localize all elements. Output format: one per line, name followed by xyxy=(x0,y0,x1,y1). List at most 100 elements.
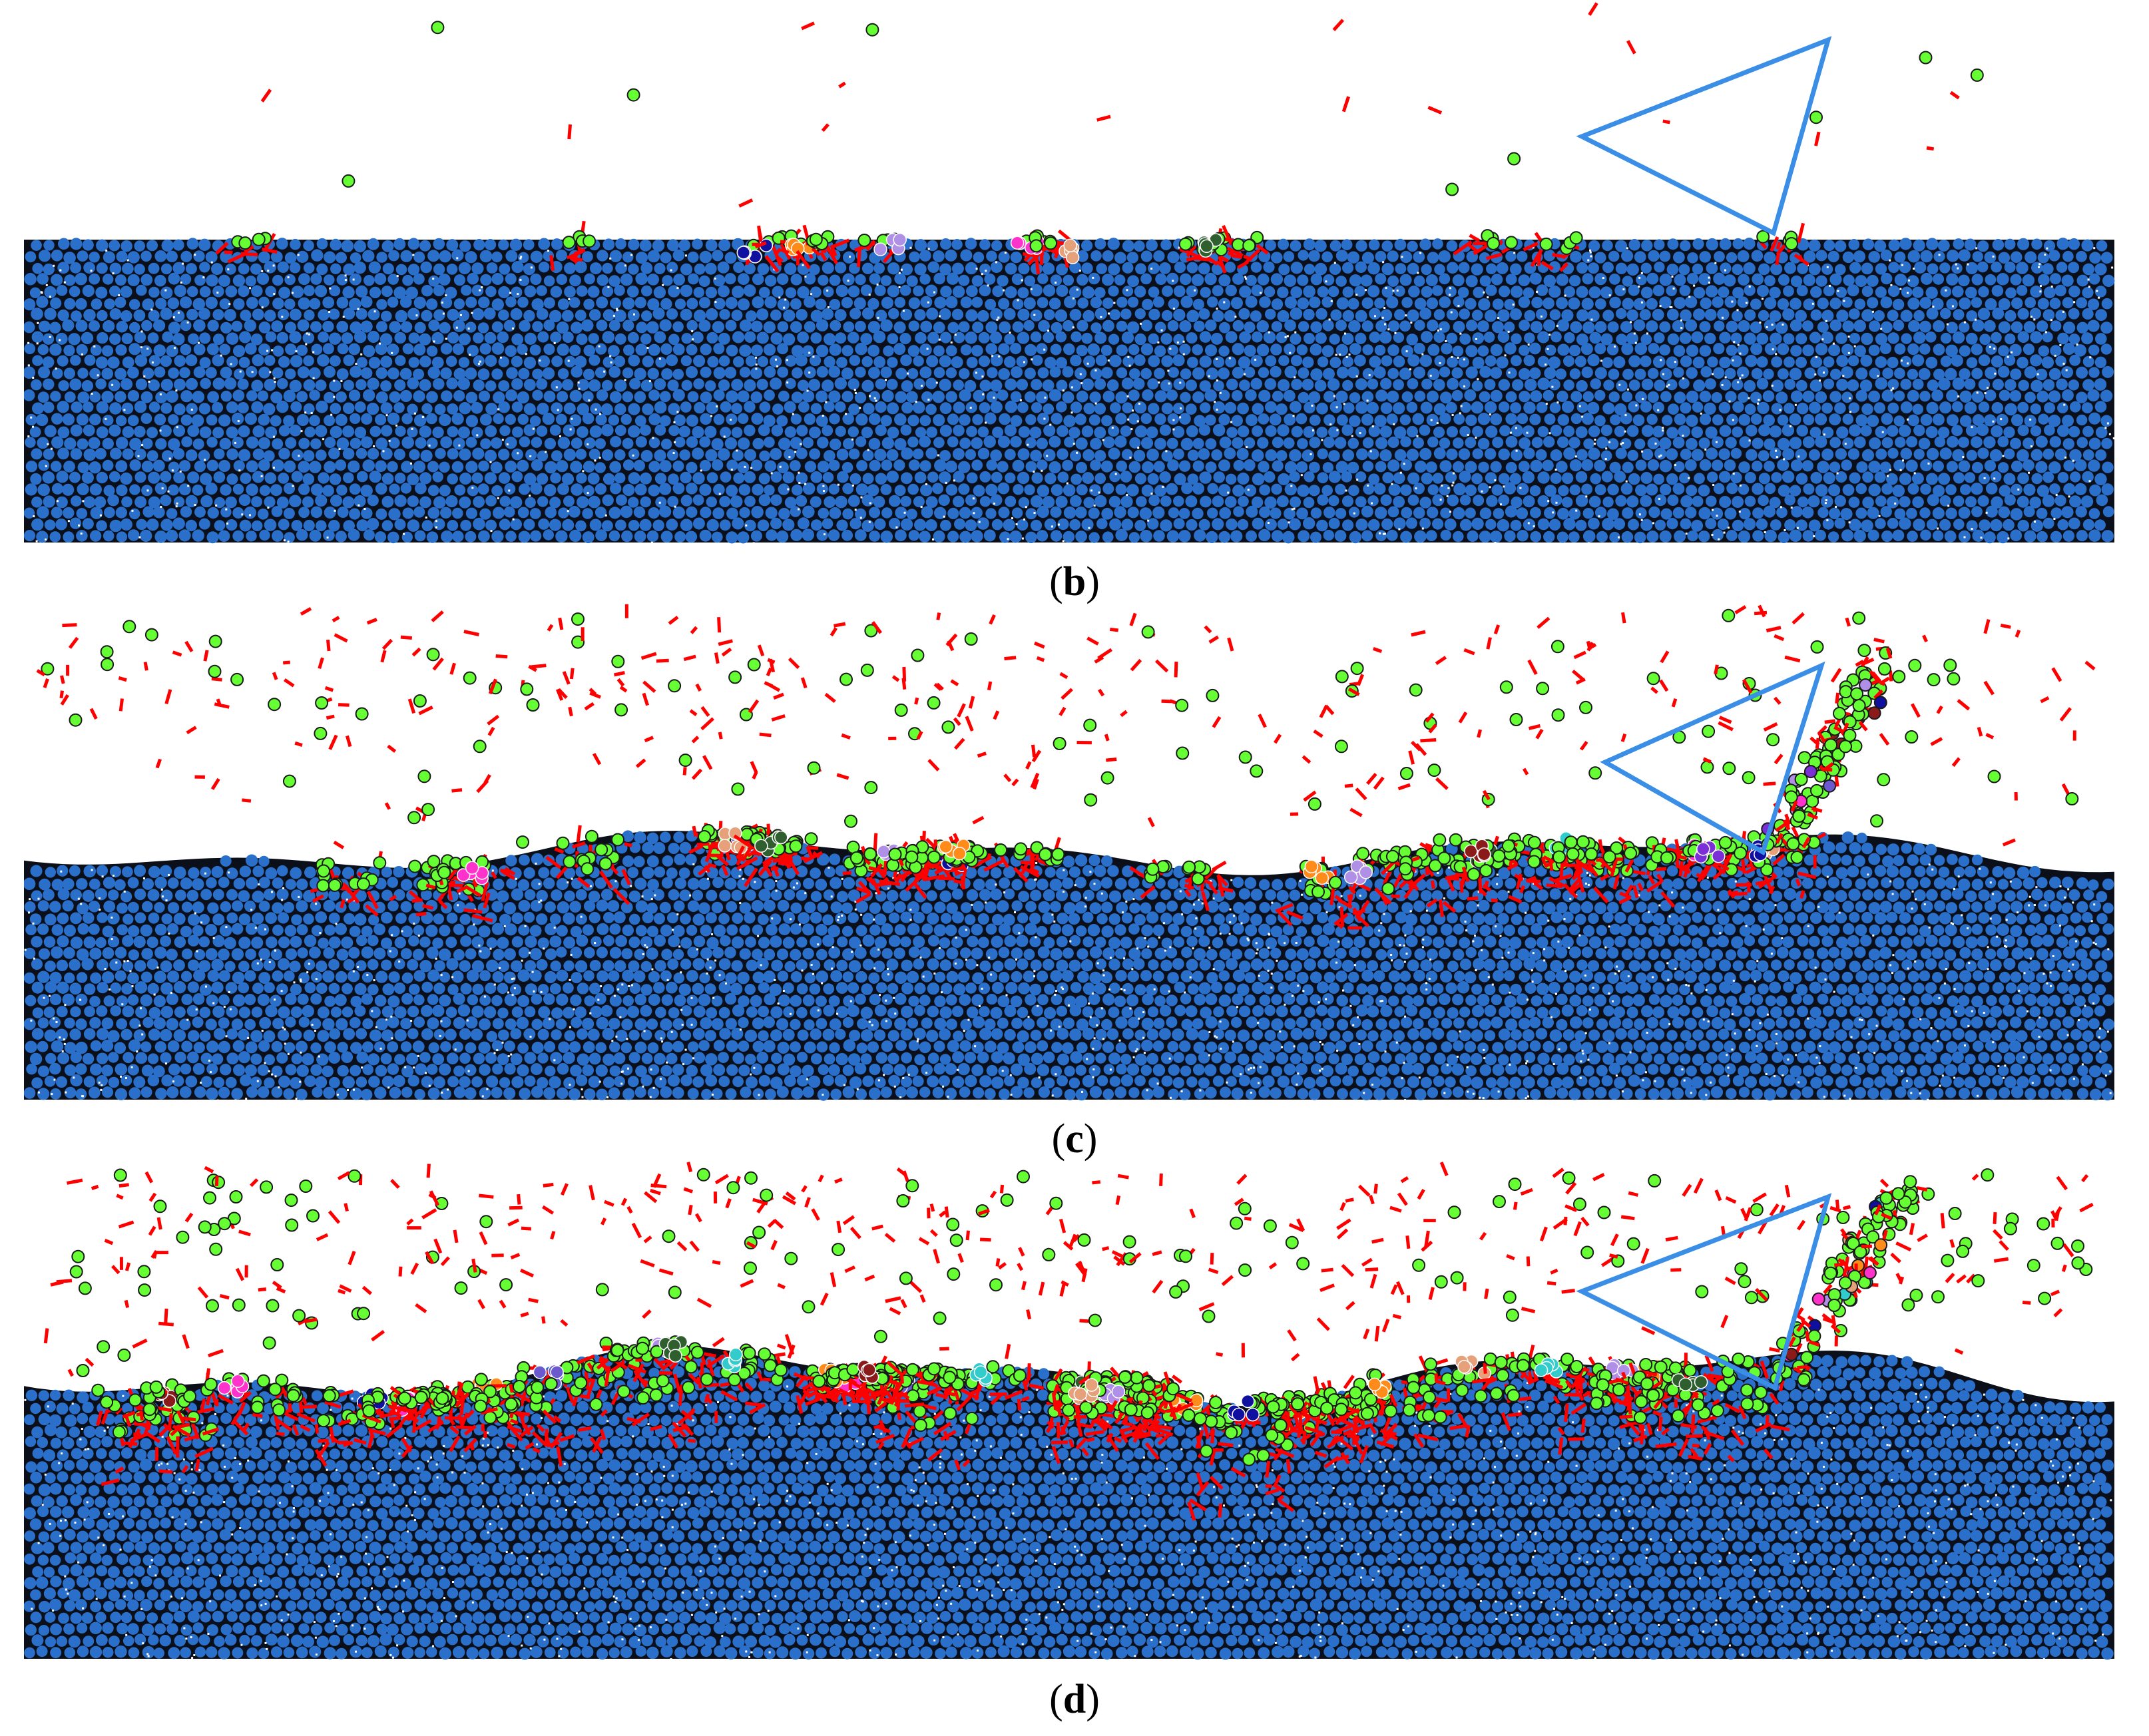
particle xyxy=(678,425,690,437)
particle xyxy=(1356,448,1368,461)
particle xyxy=(1160,379,1172,392)
particle xyxy=(920,484,933,497)
particle xyxy=(939,308,951,320)
particle xyxy=(1399,414,1411,425)
particle xyxy=(2088,529,2101,542)
particle xyxy=(218,530,230,542)
particle xyxy=(921,506,933,519)
particle xyxy=(1912,403,1923,415)
void xyxy=(1682,434,1684,437)
particle xyxy=(1478,298,1491,311)
void xyxy=(1843,300,1845,302)
particle xyxy=(1764,275,1776,287)
particle xyxy=(1867,507,1879,519)
particle xyxy=(1881,321,1893,333)
particle xyxy=(1933,485,1945,497)
particle xyxy=(1259,296,1271,308)
particle xyxy=(342,496,355,509)
particle xyxy=(1713,367,1725,379)
void xyxy=(1111,427,1114,429)
particle xyxy=(1257,274,1270,286)
particle xyxy=(1706,238,1718,251)
particle xyxy=(557,322,569,334)
void xyxy=(281,316,284,318)
particle xyxy=(44,519,56,531)
particle xyxy=(1030,309,1043,322)
particle xyxy=(1458,356,1469,368)
particle xyxy=(1537,471,1550,484)
particle xyxy=(2076,366,2088,379)
particle xyxy=(1355,401,1368,414)
particle xyxy=(843,321,855,333)
particle xyxy=(1738,274,1750,286)
particle xyxy=(2049,298,2061,310)
particle xyxy=(705,239,718,252)
particle xyxy=(1439,366,1451,377)
particle xyxy=(1335,390,1348,403)
particle xyxy=(881,437,895,449)
void xyxy=(234,441,236,444)
particle xyxy=(2063,483,2076,496)
particle xyxy=(491,368,503,380)
void xyxy=(36,342,39,345)
void xyxy=(812,355,815,358)
void xyxy=(360,353,363,355)
particle xyxy=(362,250,375,262)
particle xyxy=(1750,298,1762,310)
particle xyxy=(894,438,907,451)
particle xyxy=(1167,413,1180,425)
void xyxy=(1823,371,1825,374)
particle xyxy=(1556,319,1570,331)
particle xyxy=(1544,367,1556,379)
void xyxy=(633,313,635,316)
particle xyxy=(1025,437,1037,449)
particle xyxy=(692,517,705,530)
particle xyxy=(2010,368,2022,380)
particle xyxy=(1005,286,1017,299)
particle xyxy=(757,519,770,532)
particle xyxy=(1829,413,1841,426)
particle xyxy=(1265,401,1277,413)
void xyxy=(1439,499,1442,501)
particle xyxy=(733,262,745,274)
particle xyxy=(627,331,639,343)
particle xyxy=(640,333,652,345)
particle xyxy=(1316,427,1328,438)
particle xyxy=(854,391,867,404)
particle xyxy=(1380,309,1393,322)
particle xyxy=(1465,345,1478,357)
particle xyxy=(1140,273,1152,285)
particle xyxy=(1847,355,1859,367)
particle xyxy=(997,275,1009,287)
void xyxy=(2050,286,2053,288)
particle xyxy=(1284,507,1296,520)
particle xyxy=(1342,310,1355,322)
void xyxy=(326,537,329,539)
void xyxy=(1216,379,1218,382)
particle xyxy=(1537,426,1549,437)
particle xyxy=(1327,286,1339,298)
void xyxy=(1234,316,1237,318)
particle xyxy=(2074,459,2087,471)
particle xyxy=(1626,332,1638,345)
particle xyxy=(322,485,334,497)
particle xyxy=(724,367,737,379)
particle xyxy=(1192,298,1204,310)
particle xyxy=(1659,296,1672,309)
particle xyxy=(841,367,853,380)
particle xyxy=(804,461,817,473)
particle xyxy=(849,355,861,366)
particle xyxy=(1679,332,1692,344)
particle xyxy=(1161,355,1174,367)
particle xyxy=(180,250,192,262)
particle xyxy=(575,310,587,322)
particle xyxy=(1090,367,1102,380)
particle xyxy=(479,508,491,520)
particle xyxy=(173,425,186,437)
particle xyxy=(1892,485,1905,497)
particle xyxy=(1881,437,1893,449)
void xyxy=(1100,316,1102,318)
particle xyxy=(276,400,289,413)
particle xyxy=(413,390,425,403)
particle xyxy=(1893,390,1905,401)
